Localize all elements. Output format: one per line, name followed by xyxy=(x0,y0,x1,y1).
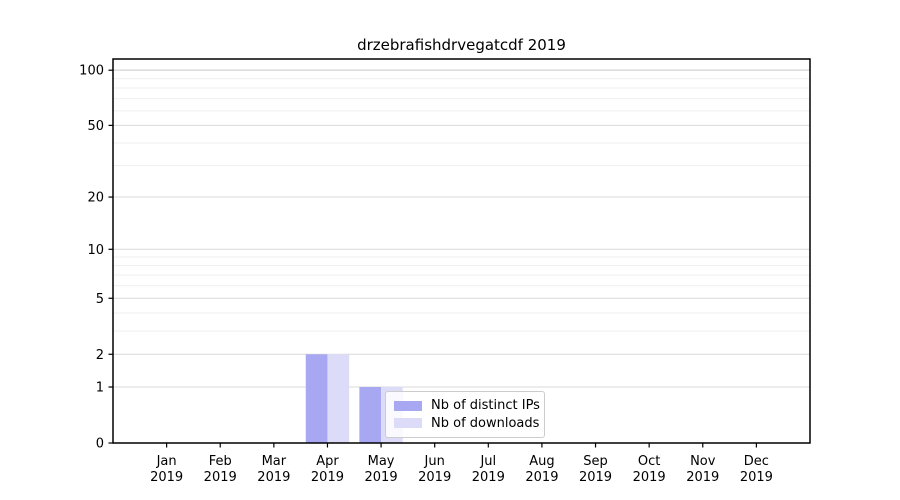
x-tick-label-year: 2019 xyxy=(472,470,505,485)
plot-border xyxy=(112,58,811,444)
x-tick-label-month: Oct xyxy=(638,454,660,469)
bar-may-0 xyxy=(359,387,382,443)
y-tick-label: 10 xyxy=(87,243,104,258)
y-tick-label: 20 xyxy=(87,191,104,206)
x-tick-label-year: 2019 xyxy=(418,470,451,485)
y-tick-label: 0 xyxy=(96,437,104,452)
x-tick-label-month: Aug xyxy=(529,454,554,469)
x-tick-label-month: Nov xyxy=(690,454,716,469)
y-tick-label: 1 xyxy=(96,381,104,396)
bar-apr-0 xyxy=(305,354,328,443)
x-tick-label-year: 2019 xyxy=(686,470,719,485)
legend-entry-downloads: Nb of downloads xyxy=(394,415,540,432)
legend-label-downloads: Nb of downloads xyxy=(431,415,540,431)
x-tick-label-year: 2019 xyxy=(579,470,612,485)
legend-label-distinct-ips: Nb of distinct IPs xyxy=(431,398,540,414)
x-tick-label-year: 2019 xyxy=(525,470,558,485)
legend-entry-distinct-ips: Nb of distinct IPs xyxy=(394,397,540,414)
x-tick-label-month: Dec xyxy=(744,454,769,469)
legend-swatch-downloads xyxy=(394,418,422,429)
x-tick-label-month: Jul xyxy=(479,454,496,469)
legend-swatch-distinct-ips xyxy=(394,400,422,411)
x-tick-label-month: Apr xyxy=(316,454,339,469)
legend: Nb of distinct IPs Nb of downloads xyxy=(385,391,545,438)
x-tick-label-year: 2019 xyxy=(150,470,183,485)
y-tick-label: 2 xyxy=(96,348,104,363)
y-tick-label: 50 xyxy=(87,119,104,134)
bar-apr-1 xyxy=(327,354,350,443)
x-tick-label-year: 2019 xyxy=(633,470,666,485)
x-tick-label-year: 2019 xyxy=(365,470,398,485)
x-tick-label-year: 2019 xyxy=(204,470,237,485)
x-tick-label-month: Jan xyxy=(156,454,177,469)
y-tick-label: 5 xyxy=(96,292,104,307)
x-tick-label-year: 2019 xyxy=(311,470,344,485)
chart-title: drzebrafishdrvegatcdf 2019 xyxy=(357,36,566,54)
x-tick-label-month: Sep xyxy=(583,454,608,469)
x-tick-label-month: Feb xyxy=(209,454,232,469)
x-tick-label-month: May xyxy=(368,454,395,469)
x-tick-label-year: 2019 xyxy=(257,470,290,485)
x-tick-label-month: Mar xyxy=(262,454,287,469)
y-tick-label: 100 xyxy=(79,64,104,79)
x-tick-label-month: Jun xyxy=(424,454,445,469)
x-tick-label-year: 2019 xyxy=(740,470,773,485)
